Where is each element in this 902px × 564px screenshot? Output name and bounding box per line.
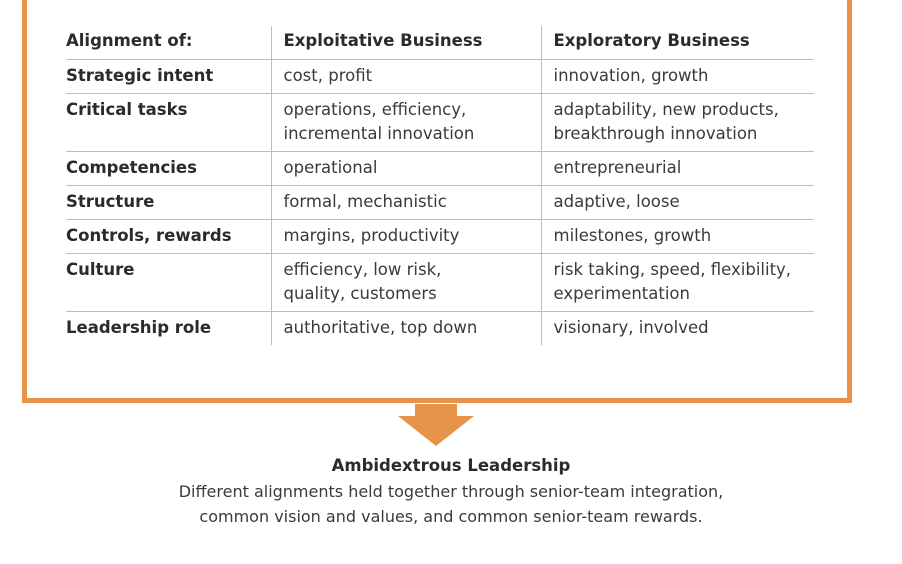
explore-cell: milestones, growth bbox=[540, 219, 814, 254]
explore-cell: adaptability, new products, breakthrough… bbox=[540, 93, 814, 152]
explore-cell: entrepreneurial bbox=[540, 151, 814, 186]
cell-line: visionary, involved bbox=[553, 318, 709, 337]
table-row: Critical tasks operations, efficiency, i… bbox=[66, 93, 814, 152]
alignment-table-container: Alignment of: Exploitative Business Expl… bbox=[66, 26, 814, 345]
exploit-cell: authoritative, top down bbox=[270, 311, 541, 345]
table-row: Culture efficiency, low risk, quality, c… bbox=[66, 253, 814, 312]
table-row: Structure formal, mechanistic adaptive, … bbox=[66, 185, 814, 220]
exploit-cell: operational bbox=[270, 151, 541, 186]
cell-line: adaptability, new products, bbox=[553, 100, 779, 119]
exploit-cell: efficiency, low risk, quality, customers bbox=[270, 253, 541, 312]
cell-line: formal, mechanistic bbox=[283, 192, 447, 211]
explore-cell: visionary, involved bbox=[540, 311, 814, 345]
footer-title: Ambidextrous Leadership bbox=[331, 456, 571, 475]
header-alignment: Alignment of: bbox=[66, 26, 271, 60]
orange-frame bbox=[22, 0, 852, 403]
exploit-cell: operations, efficiency, incremental inno… bbox=[270, 93, 541, 152]
cell-line: experimentation bbox=[553, 284, 691, 303]
table-row: Strategic intent cost, profit innovation… bbox=[66, 59, 814, 94]
cell-line: incremental innovation bbox=[283, 124, 475, 143]
table-header-row: Alignment of: Exploitative Business Expl… bbox=[66, 26, 814, 60]
row-label: Structure bbox=[66, 185, 271, 220]
footer-line-2: common vision and values, and common sen… bbox=[199, 507, 703, 526]
cell-line: innovation, growth bbox=[553, 66, 709, 85]
header-exploratory: Exploratory Business bbox=[540, 26, 814, 60]
cell-line: efficiency, low risk, bbox=[283, 260, 442, 279]
cell-line: milestones, growth bbox=[553, 226, 712, 245]
cell-line: operations, efficiency, bbox=[283, 100, 467, 119]
header-exploitative: Exploitative Business bbox=[270, 26, 541, 60]
row-label: Competencies bbox=[66, 151, 271, 186]
cell-line: cost, profit bbox=[283, 66, 373, 85]
alignment-table: Alignment of: Exploitative Business Expl… bbox=[66, 26, 814, 345]
cell-line: breakthrough innovation bbox=[553, 124, 758, 143]
row-label: Leadership role bbox=[66, 318, 212, 337]
cell-line: margins, productivity bbox=[283, 226, 460, 245]
row-label: Culture bbox=[66, 253, 271, 312]
exploit-cell: margins, productivity bbox=[270, 219, 541, 254]
down-arrow-icon bbox=[398, 404, 474, 446]
explore-cell: adaptive, loose bbox=[540, 185, 814, 220]
row-label: Critical tasks bbox=[66, 93, 271, 152]
explore-cell: risk taking, speed, flexibility, experim… bbox=[540, 253, 814, 312]
row-label: Controls, rewards bbox=[66, 219, 271, 254]
cell-line: entrepreneurial bbox=[553, 158, 682, 177]
table-row: Leadership role authoritative, top down … bbox=[66, 311, 814, 345]
footer-line-1: Different alignments held together throu… bbox=[178, 482, 724, 501]
cell-line: authoritative, top down bbox=[283, 318, 478, 337]
cell-line: adaptive, loose bbox=[553, 192, 680, 211]
exploit-cell: formal, mechanistic bbox=[270, 185, 541, 220]
table-row: Competencies operational entrepreneurial bbox=[66, 151, 814, 186]
row-label: Strategic intent bbox=[66, 59, 271, 94]
table-row: Controls, rewards margins, productivity … bbox=[66, 219, 814, 254]
exploit-cell: cost, profit bbox=[270, 59, 541, 94]
cell-line: quality, customers bbox=[283, 284, 437, 303]
explore-cell: innovation, growth bbox=[540, 59, 814, 94]
cell-line: risk taking, speed, flexibility, bbox=[553, 260, 792, 279]
cell-line: operational bbox=[283, 158, 378, 177]
